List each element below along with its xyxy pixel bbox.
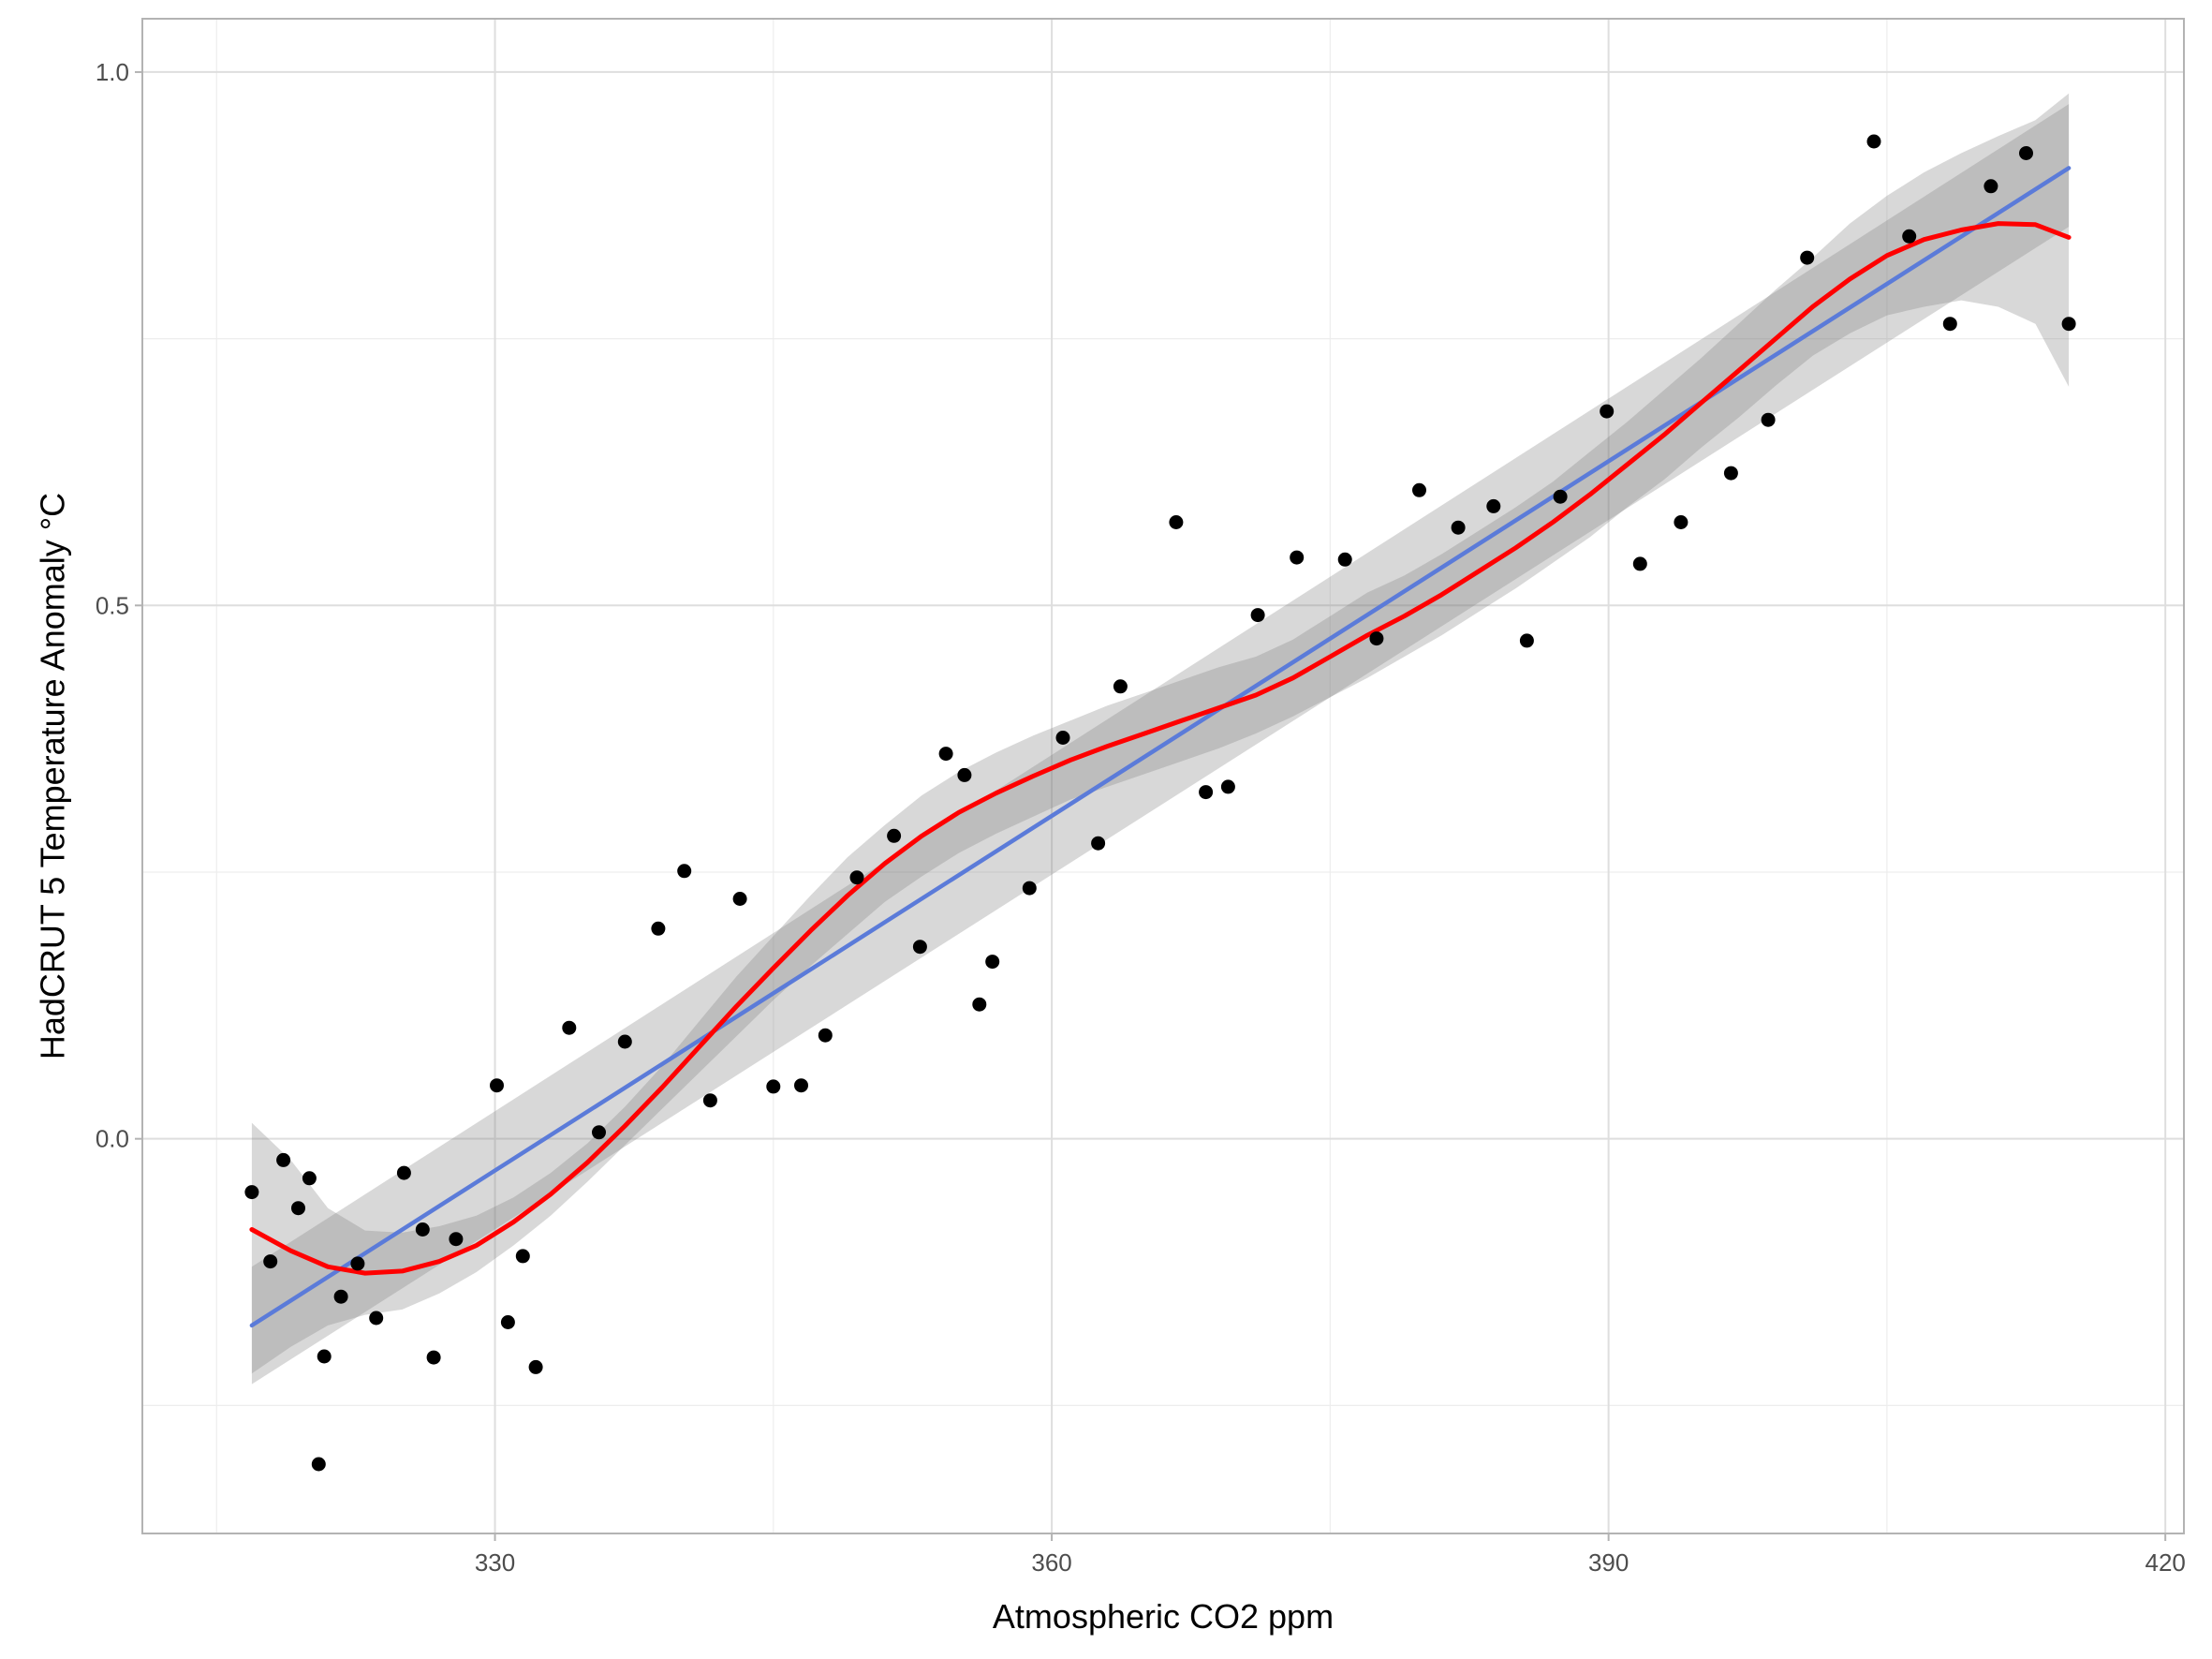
linear-confidence-ribbon [251,104,2070,1385]
data-point [426,1350,441,1365]
data-points [244,134,2076,1472]
data-point [490,1078,504,1093]
data-point [1486,498,1501,513]
grid-layer [142,19,2184,1533]
data-point [1632,556,1647,571]
y-tick-label: 1.0 [96,58,129,86]
y-tick-label: 0.0 [96,1125,129,1153]
data-point [1290,550,1305,565]
data-point [1902,229,1917,244]
data-point [1553,489,1568,504]
data-point [732,892,747,906]
data-point [1091,836,1106,851]
x-tick-label: 360 [1031,1548,1071,1577]
x-axis-title: Atmospheric CO2 ppm [993,1597,1334,1636]
data-point [887,828,902,843]
data-point [617,1034,632,1049]
panel-border [141,18,2185,1534]
data-point [369,1311,384,1326]
data-point [1723,466,1738,481]
y-tick-label: 0.5 [96,591,129,619]
data-point [1022,881,1037,896]
data-point [592,1125,606,1140]
data-point [1942,317,1957,332]
data-point [302,1171,317,1186]
data-point [244,1185,259,1200]
data-point [1866,134,1881,149]
loess-fit-line [249,221,2072,1276]
data-point [766,1079,781,1094]
data-point [2061,317,2076,332]
data-point [449,1232,464,1247]
data-point [1761,412,1776,427]
data-point [291,1201,305,1216]
data-point [1113,679,1128,694]
data-point [415,1222,430,1237]
data-point [1983,179,1998,194]
data-point [562,1020,577,1035]
data-point [972,997,987,1012]
data-point [515,1249,530,1264]
data-point [500,1315,515,1329]
data-point [1055,731,1070,745]
data-point [2019,146,2033,160]
data-point [938,747,953,762]
data-point [1369,631,1384,646]
data-point [528,1359,543,1374]
data-point [350,1256,365,1271]
data-point [985,955,1000,970]
x-tick-label: 330 [475,1548,515,1577]
axes: 330 360 390 420 0.0 0.5 1.0 [96,58,2186,1577]
data-point [1800,250,1815,265]
confidence-ribbons [251,93,2070,1385]
data-point [849,870,864,885]
data-point [1600,404,1615,419]
x-tick-label: 390 [1588,1548,1629,1577]
data-point [276,1152,291,1167]
data-point [1199,785,1214,800]
data-point [912,940,927,955]
data-point [1519,633,1534,648]
data-point [1169,515,1184,529]
data-point [1337,552,1352,567]
data-point [1412,482,1426,497]
data-point [1250,608,1265,623]
data-point [794,1078,808,1093]
linear-fit-line [249,166,2072,1328]
y-axis-title: HadCRUT 5 Temperature Anomaly °C [34,493,72,1059]
data-point [311,1457,326,1472]
data-point [818,1028,833,1043]
data-point [396,1165,411,1180]
data-point [333,1289,348,1304]
data-point [677,864,692,879]
data-point [1674,515,1688,529]
data-point [957,767,972,782]
x-tick-label: 420 [2145,1548,2185,1577]
data-point [317,1349,332,1364]
loess-confidence-ribbon [251,93,2070,1374]
data-point [651,921,666,936]
data-point [1220,779,1235,794]
data-point [702,1093,717,1108]
data-point [1451,520,1466,535]
fit-lines [249,166,2072,1328]
data-point [263,1254,278,1269]
